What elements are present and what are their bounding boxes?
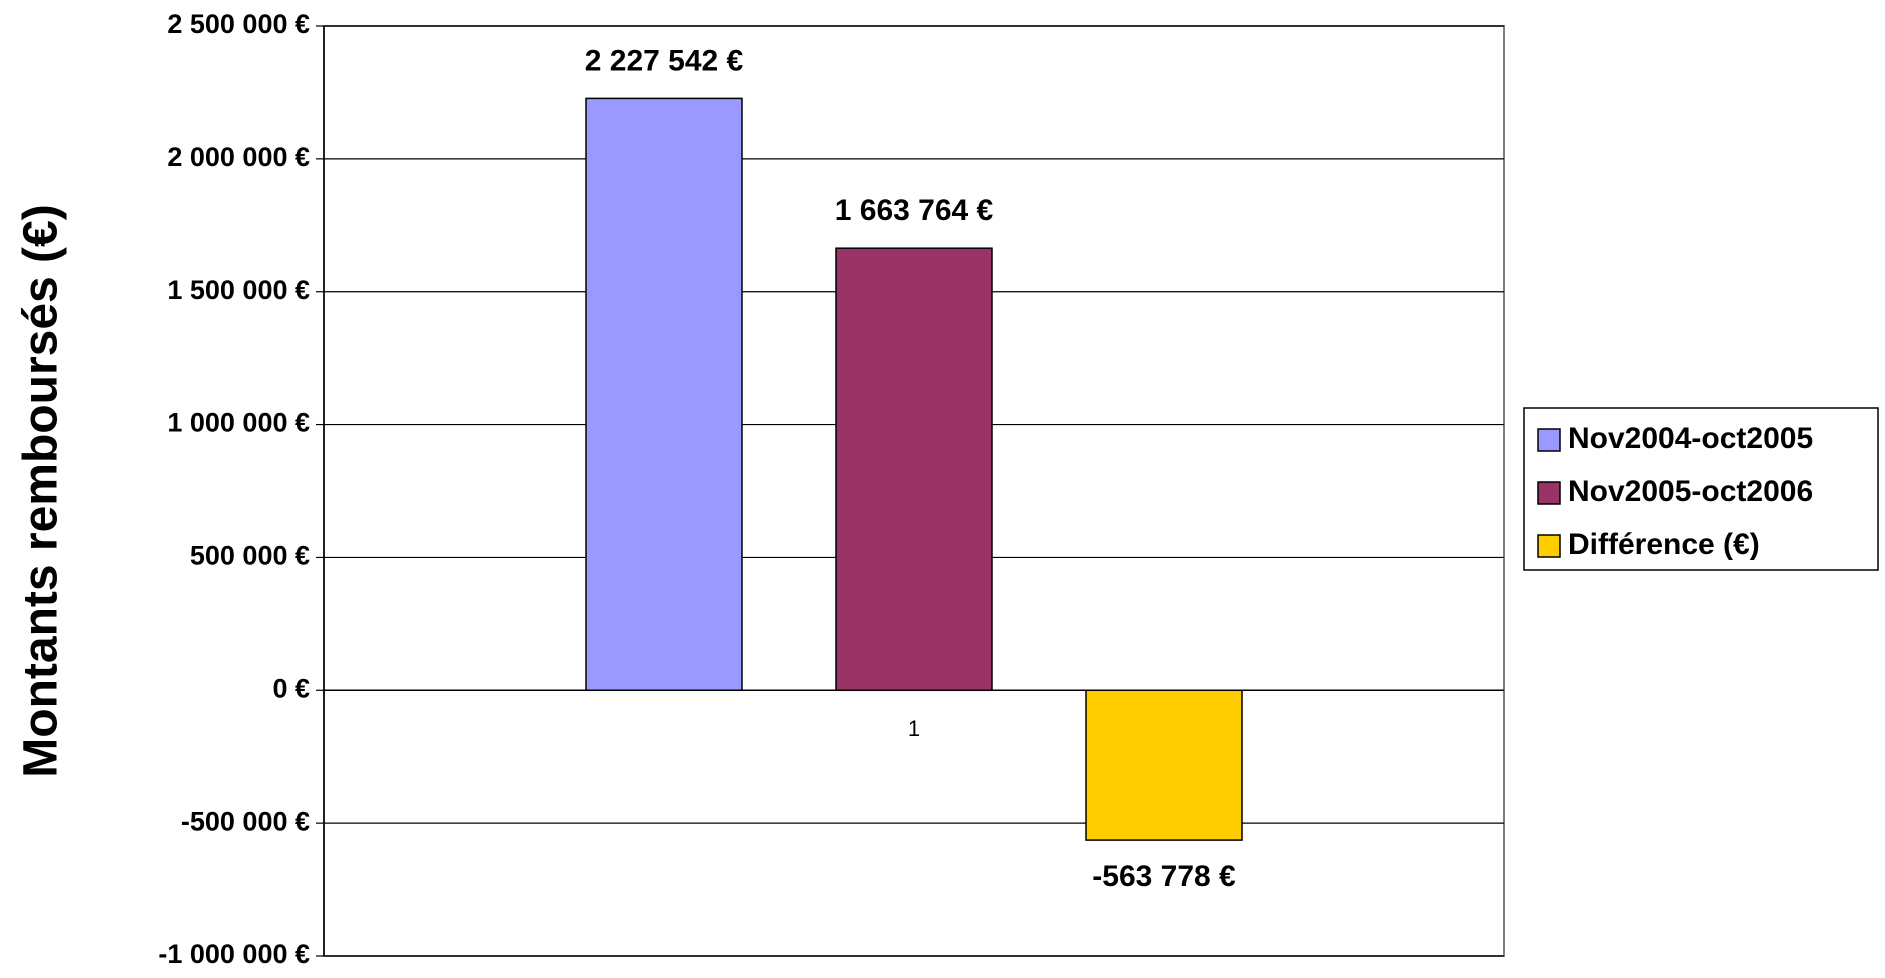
y-tick-label: -500 000 €	[181, 806, 310, 836]
y-tick-label: -1 000 000 €	[158, 939, 310, 969]
y-tick-label: 500 000 €	[190, 541, 310, 571]
legend-label: Nov2005-oct2006	[1568, 475, 1813, 508]
data-label: -563 778 €	[1092, 860, 1236, 893]
y-tick-label: 0 €	[272, 673, 310, 703]
legend-label: Nov2004-oct2005	[1568, 422, 1813, 455]
legend-label: Différence (€)	[1568, 528, 1760, 561]
data-label: 2 227 542 €	[585, 44, 744, 77]
legend-swatch	[1537, 428, 1561, 452]
y-axis-label: Montants remboursés (€)	[15, 204, 68, 777]
x-tick-label: 1	[908, 716, 920, 741]
legend-swatch	[1537, 534, 1561, 558]
y-tick-label: 1 000 000 €	[167, 408, 310, 438]
legend-swatch	[1537, 481, 1561, 505]
bar	[835, 247, 993, 692]
bar	[1085, 689, 1243, 841]
y-tick-label: 2 500 000 €	[167, 9, 310, 39]
bar	[585, 97, 743, 692]
data-label: 1 663 764 €	[835, 194, 994, 227]
y-tick-label: 2 000 000 €	[167, 142, 310, 172]
y-tick-label: 1 500 000 €	[167, 275, 310, 305]
legend	[1523, 407, 1879, 571]
